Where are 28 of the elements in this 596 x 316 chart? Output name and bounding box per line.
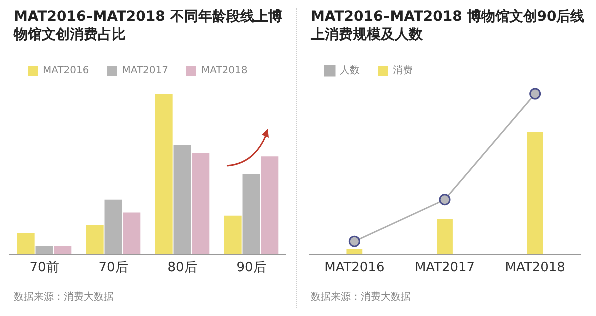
bar [104,200,122,254]
bar [54,246,72,254]
bar [17,234,35,254]
legend-label: MAT2017 [122,66,168,77]
legend-label: 消费 [393,64,413,77]
legend-label: MAT2018 [202,66,248,77]
legend-label: 人数 [340,66,360,77]
bar [261,156,279,254]
x-tick-label: MAT2018 [505,260,566,276]
x-tick-label: MAT2017 [414,260,476,276]
bar [192,153,210,254]
x-tick-label: 80后 [168,260,198,276]
bar [36,246,54,254]
chart-title: MAT2016–MAT2018 不同年龄段线上博物馆文创消费占比 [14,8,284,44]
x-tick-label: 70后 [98,260,128,276]
bar [155,94,173,254]
x-tick-label: MAT2016 [324,260,385,276]
x-tick-label: 70前 [30,260,60,276]
x-tick-label: 90后 [236,260,266,276]
bar [123,212,141,254]
chart-title: MAT2016–MAT2018 博物馆文创90后线上消费规模及人数 [311,8,586,44]
legend-label: MAT2016 [43,66,90,77]
bar [242,174,260,254]
bar [86,226,104,254]
bar [224,216,242,254]
source-note: 数据来源：消费大数据 [311,290,411,304]
bar [174,145,192,254]
source-note: 数据来源：消费大数据 [14,290,114,304]
